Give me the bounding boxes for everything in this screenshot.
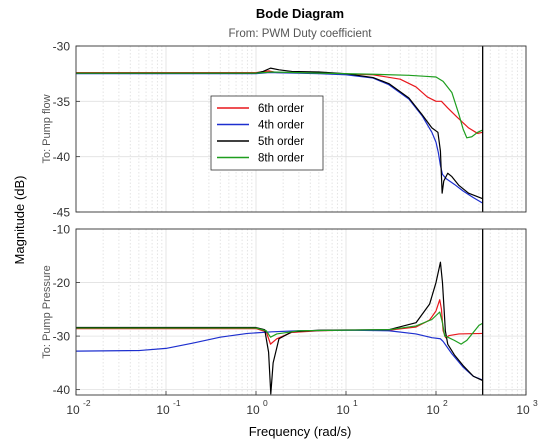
panel-bottom-row-label: To: Pump Pressure — [41, 265, 53, 359]
panel-top-row-label: To: Pump flow — [41, 94, 53, 163]
chart-legend: 6th order 4th order 5th order 8th order — [210, 95, 324, 171]
x-tick-exponent: 3 — [533, 398, 538, 408]
y-tick-label: -35 — [53, 95, 71, 109]
y-tick-label: -20 — [53, 276, 71, 290]
y-tick-label: -10 — [53, 223, 71, 237]
series-line-8th-order — [76, 71, 483, 139]
axes-frame — [75, 228, 527, 396]
legend-entry: 6th order — [258, 103, 304, 115]
y-tick-label: -45 — [53, 206, 71, 220]
series-line-5th-order — [76, 67, 483, 200]
legend-entry: 8th order — [258, 153, 304, 165]
x-tick-label: 10 — [516, 403, 530, 417]
x-tick-label: 10 — [246, 403, 260, 417]
axes-frame — [75, 45, 527, 213]
x-tick-label: 10 — [66, 403, 80, 417]
series-line-6th-order — [76, 299, 483, 345]
y-tick-label: -30 — [53, 40, 71, 54]
chart-subtitle: From: PWM Duty coefficient — [229, 28, 373, 40]
panel-pump-flow: -45 -40 -35 -30 — [53, 40, 527, 220]
x-tick-exponent: 0 — [263, 398, 268, 408]
legend-entry: 4th order — [258, 120, 304, 132]
y-tick-label: -40 — [53, 383, 71, 397]
y-axis-label: Magnitude (dB) — [12, 176, 27, 265]
x-tick-label: 10 — [156, 403, 170, 417]
y-tick-label: -40 — [53, 150, 71, 164]
chart-title: Bode Diagram — [256, 6, 344, 21]
y-tick-label: -30 — [53, 330, 71, 344]
x-tick-exponent: 2 — [443, 398, 448, 408]
plot-area — [76, 229, 526, 395]
x-tick-label: 10 — [336, 403, 350, 417]
x-tick-exponent: 1 — [353, 398, 358, 408]
x-axis-label: Frequency (rad/s) — [249, 424, 352, 439]
series-line-5th-order — [76, 261, 483, 395]
x-tick-exponent: -1 — [173, 398, 181, 408]
series-line-8th-order — [76, 311, 483, 345]
x-tick-label: 10 — [426, 403, 440, 417]
legend-entry: 5th order — [258, 136, 304, 148]
x-tick-exponent: -2 — [83, 398, 91, 408]
panel-pump-pressure: -40 -30 -20 -10 — [53, 223, 527, 397]
